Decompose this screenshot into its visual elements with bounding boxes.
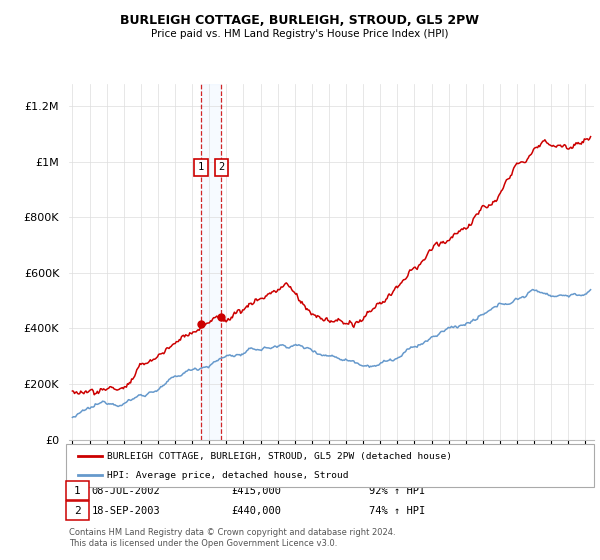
Text: 1: 1 — [74, 486, 81, 496]
Text: BURLEIGH COTTAGE, BURLEIGH, STROUD, GL5 2PW: BURLEIGH COTTAGE, BURLEIGH, STROUD, GL5 … — [121, 14, 479, 27]
Text: 2: 2 — [218, 162, 224, 172]
Text: 92% ↑ HPI: 92% ↑ HPI — [369, 486, 425, 496]
Text: 74% ↑ HPI: 74% ↑ HPI — [369, 506, 425, 516]
Text: £415,000: £415,000 — [231, 486, 281, 496]
Text: 08-JUL-2002: 08-JUL-2002 — [92, 486, 161, 496]
Text: 1: 1 — [198, 162, 204, 172]
Text: HPI: Average price, detached house, Stroud: HPI: Average price, detached house, Stro… — [107, 471, 348, 480]
Text: 18-SEP-2003: 18-SEP-2003 — [92, 506, 161, 516]
Text: 2: 2 — [74, 506, 81, 516]
Text: Contains HM Land Registry data © Crown copyright and database right 2024.
This d: Contains HM Land Registry data © Crown c… — [69, 528, 395, 548]
Text: BURLEIGH COTTAGE, BURLEIGH, STROUD, GL5 2PW (detached house): BURLEIGH COTTAGE, BURLEIGH, STROUD, GL5 … — [107, 452, 452, 461]
Text: £440,000: £440,000 — [231, 506, 281, 516]
Bar — [201, 84, 221, 440]
Text: Price paid vs. HM Land Registry's House Price Index (HPI): Price paid vs. HM Land Registry's House … — [151, 29, 449, 39]
